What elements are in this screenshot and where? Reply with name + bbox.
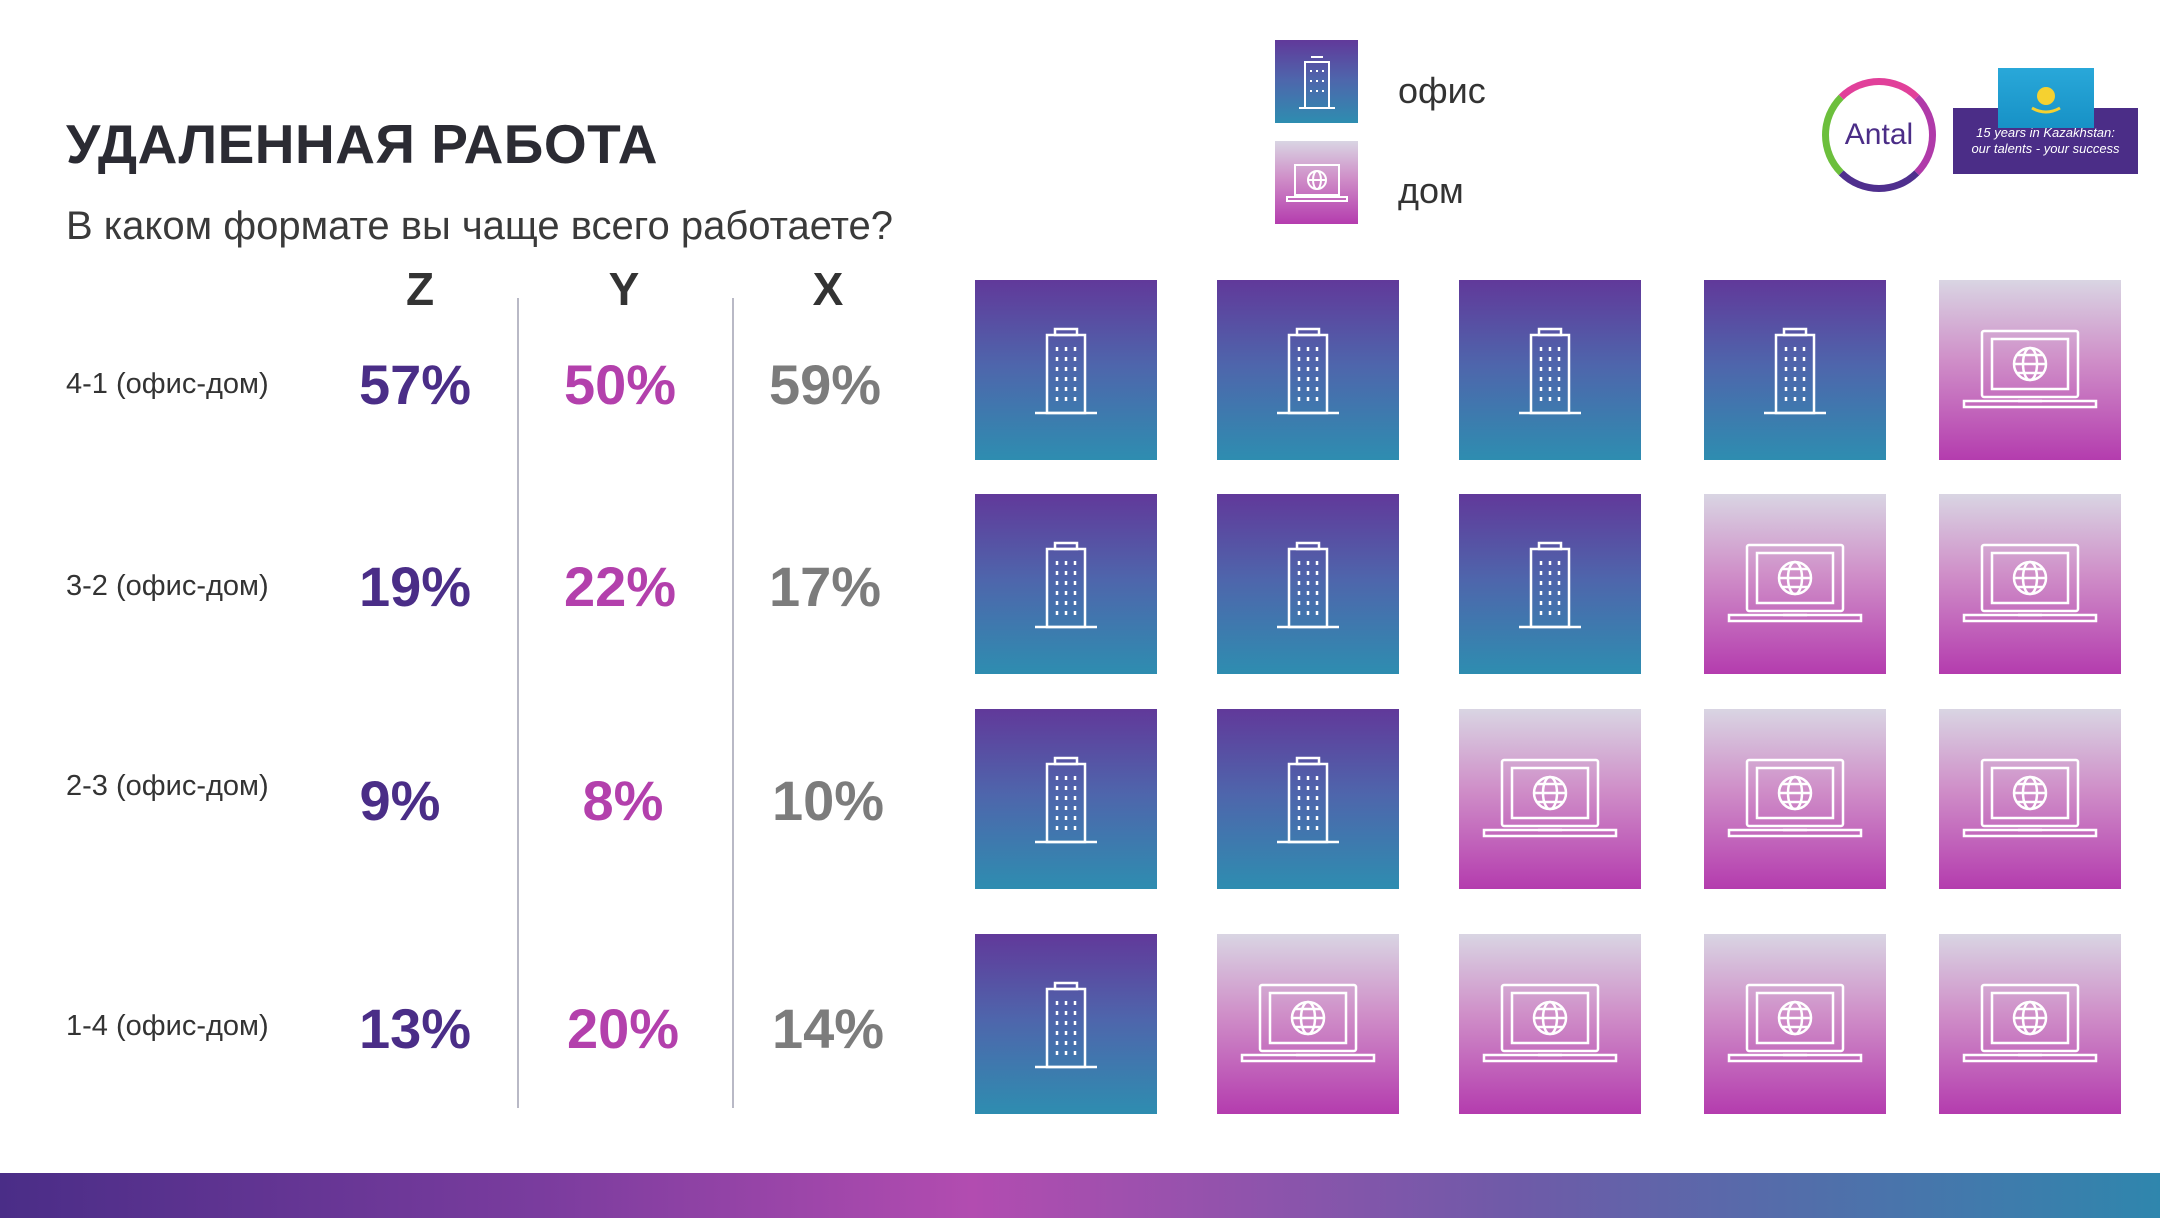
pct-4-1-y: 50% — [563, 353, 677, 416]
office-tile — [975, 934, 1157, 1114]
office-tile — [975, 494, 1157, 674]
legend-home-swatch — [1275, 141, 1358, 224]
column-header-x: X — [812, 263, 844, 315]
building-icon — [1277, 756, 1339, 844]
building-icon — [1035, 981, 1097, 1069]
home-tile — [1939, 709, 2121, 889]
laptop-globe-icon — [1482, 983, 1618, 1063]
pct-1-4-x: 14% — [771, 997, 885, 1060]
home-tile — [1704, 934, 1886, 1114]
home-tile — [1217, 934, 1399, 1114]
office-tile — [1459, 280, 1641, 460]
building-icon — [1035, 327, 1097, 415]
office-tile — [1704, 280, 1886, 460]
office-tile — [1217, 709, 1399, 889]
row-label-3-2: 3-2 (офис-дом) — [66, 570, 269, 602]
building-icon — [1764, 327, 1826, 415]
logo-brand-text: Antal — [1844, 118, 1914, 151]
home-tile — [1459, 709, 1641, 889]
pct-4-1-x: 59% — [768, 353, 882, 416]
row-label-4-1: 4-1 (офис-дом) — [66, 368, 269, 400]
building-icon — [1298, 55, 1335, 109]
page-title: УДАЛЕННАЯ РАБОТА — [66, 113, 658, 175]
pct-1-4-z: 13% — [358, 997, 472, 1060]
laptop-globe-icon — [1482, 758, 1618, 838]
building-icon — [1277, 327, 1339, 415]
pct-3-2-x: 17% — [768, 555, 882, 618]
column-divider — [732, 298, 734, 1108]
laptop-globe-icon — [1240, 983, 1376, 1063]
row-label-1-4: 1-4 (офис-дом) — [66, 1010, 269, 1042]
home-tile — [1704, 494, 1886, 674]
pct-3-2-z: 19% — [358, 555, 472, 618]
column-divider — [517, 298, 519, 1108]
home-tile — [1459, 934, 1641, 1114]
office-tile — [1459, 494, 1641, 674]
laptop-globe-icon — [1962, 329, 2098, 409]
laptop-globe-icon — [1962, 983, 2098, 1063]
building-icon — [1277, 541, 1339, 629]
pct-4-1-z: 57% — [358, 353, 472, 416]
row-label-2-3: 2-3 (офис-дом) — [66, 770, 269, 802]
laptop-globe-icon — [1727, 983, 1863, 1063]
home-tile — [1939, 494, 2121, 674]
office-tile — [975, 280, 1157, 460]
legend-office-swatch — [1275, 40, 1358, 123]
building-icon — [1035, 756, 1097, 844]
pct-2-3-y: 8% — [582, 769, 664, 832]
laptop-globe-icon — [1727, 758, 1863, 838]
home-tile — [1939, 934, 2121, 1114]
legend-home-label: дом — [1398, 170, 1464, 211]
laptop-globe-icon — [1727, 543, 1863, 623]
pct-2-3-z: 9% — [359, 769, 441, 832]
pct-1-4-y: 20% — [566, 997, 680, 1060]
building-icon — [1035, 541, 1097, 629]
pct-2-3-x: 10% — [771, 769, 885, 832]
building-icon — [1519, 541, 1581, 629]
office-tile — [975, 709, 1157, 889]
antal-logo: Antal — [1822, 78, 1936, 192]
building-icon — [1519, 327, 1581, 415]
laptop-globe-icon — [1285, 163, 1348, 202]
kazakhstan-flag-icon — [1998, 68, 2094, 128]
legend-office-label: офис — [1398, 70, 1486, 111]
home-tile — [1939, 280, 2121, 460]
laptop-globe-icon — [1962, 543, 2098, 623]
office-tile — [1217, 494, 1399, 674]
office-tile — [1217, 280, 1399, 460]
banner-line-1: 15 years in Kazakhstan: — [1976, 125, 2115, 140]
home-tile — [1704, 709, 1886, 889]
column-header-z: Z — [405, 263, 435, 315]
anniversary-banner: 15 years in Kazakhstan: our talents - yo… — [1953, 108, 2138, 174]
pct-3-2-y: 22% — [563, 555, 677, 618]
bottom-gradient-bar — [0, 1173, 2160, 1218]
banner-line-2: our talents - your success — [1971, 141, 2120, 156]
column-header-y: Y — [608, 263, 640, 315]
page-subtitle: В каком формате вы чаще всего работаете? — [66, 204, 894, 248]
laptop-globe-icon — [1962, 758, 2098, 838]
